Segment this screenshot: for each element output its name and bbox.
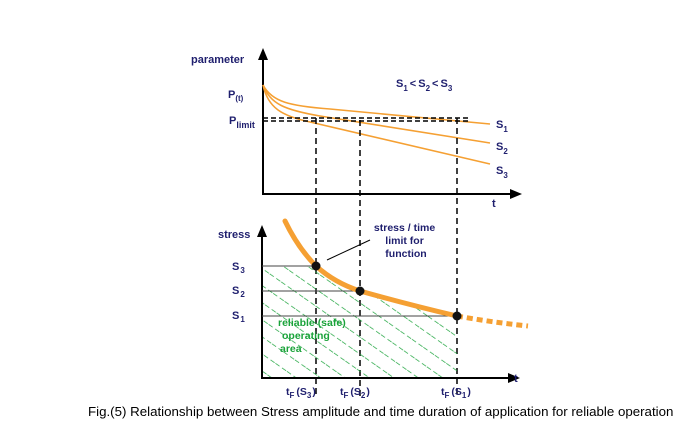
point-s3 (311, 261, 321, 271)
bottom-chart: stress t S3 S2 S1 stress / time limit fo… (218, 218, 529, 400)
curve-label-s1: S1 (496, 119, 508, 134)
top-x-axis-label: t (492, 198, 496, 210)
stress-level-s1: S1 (232, 310, 245, 324)
bottom-x-arrow (508, 373, 520, 383)
stress-relation-label: S1 < S2 < S3 (396, 78, 453, 93)
top-chart: parameter t P(t) Plimit S1 < S2 < S3 S1 S2 S… (191, 48, 522, 210)
p-limit-label: Plimit (229, 115, 255, 130)
time-label-s2: tF (S2) (340, 386, 370, 400)
annotation-text: stress / time limit for function (374, 222, 438, 260)
figure-caption: Fig.(5) Relationship between Stress ampl… (88, 404, 674, 419)
stress-level-s3: S3 (232, 261, 245, 275)
safe-area-label: reliable (safe) operating area (278, 317, 349, 355)
curve-label-s3: S3 (496, 165, 508, 180)
annotation-pointer (326, 239, 371, 261)
bottom-y-arrow (257, 225, 267, 237)
time-label-s3: tF (S3) (286, 386, 316, 400)
curve-s1 (262, 84, 491, 125)
stress-time-limit-extension (456, 313, 529, 329)
stress-time-limit-curve (282, 218, 460, 319)
time-label-s1: tF (S1) (441, 386, 471, 400)
stress-level-s2: S2 (232, 285, 245, 299)
point-s1 (452, 311, 462, 321)
curve-s3 (262, 84, 491, 165)
point-s2 (355, 286, 365, 296)
bottom-x-axis-label: t (514, 373, 518, 385)
top-y-arrow (258, 48, 268, 60)
top-x-arrow (510, 189, 522, 199)
top-y-axis-label: parameter (191, 54, 245, 66)
curve-label-s2: S2 (496, 141, 508, 156)
p-t-label: P(t) (228, 89, 244, 103)
bottom-y-axis-label: stress (218, 229, 250, 241)
safe-area-hatch (262, 266, 457, 378)
curve-s2 (262, 84, 491, 144)
